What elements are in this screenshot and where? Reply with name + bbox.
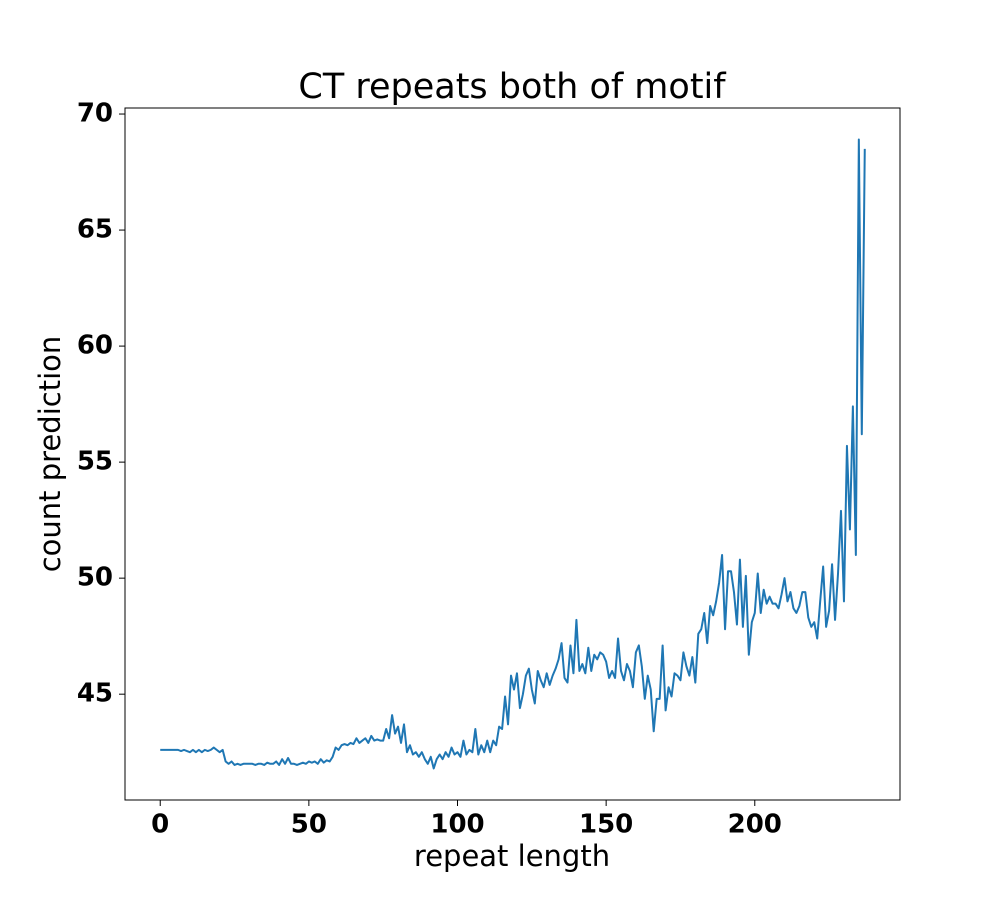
x-tick-label: 150 [579,810,633,840]
x-tick-label: 50 [291,810,327,840]
x-axis-label: repeat length [414,839,610,873]
y-tick-label: 45 [77,679,113,709]
y-tick-label: 50 [77,563,113,593]
data-line [160,138,866,770]
y-tick-label: 70 [77,99,113,129]
y-axis-label: count prediction [33,336,67,573]
x-tick-label: 100 [430,810,484,840]
x-tick-label: 200 [728,810,782,840]
y-tick-label: 55 [77,447,113,477]
y-tick-label: 60 [77,331,113,361]
axes-frame [124,107,901,801]
y-tick-label: 65 [77,215,113,245]
x-tick-label: 0 [151,810,169,840]
chart-title: CT repeats both of motif [298,67,726,107]
